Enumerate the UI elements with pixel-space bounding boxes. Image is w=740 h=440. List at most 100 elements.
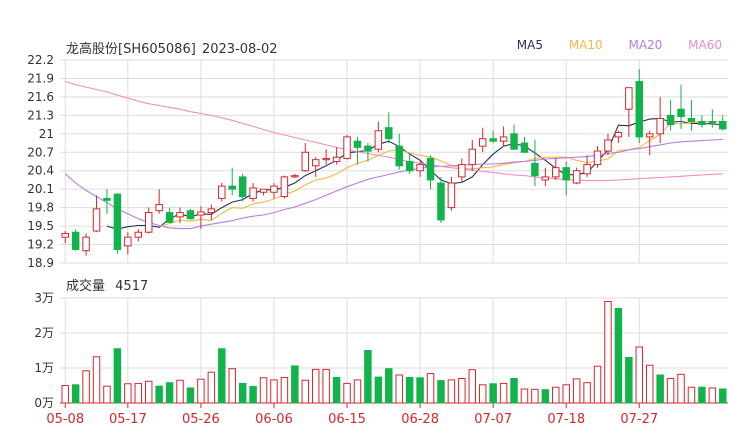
- volume-bar: [468, 369, 477, 404]
- volume-tick-label: 0万: [34, 396, 54, 410]
- candle-body: [176, 212, 184, 218]
- volume-bar: [719, 388, 727, 404]
- candle-body: [416, 164, 424, 172]
- price-tick-label: 21.6: [27, 90, 54, 104]
- volume-bar: [489, 383, 497, 404]
- volume-bar: [332, 376, 341, 404]
- candle-body: [165, 212, 174, 223]
- candle-body: [520, 142, 529, 153]
- volume-bar: [134, 382, 143, 404]
- candle-body: [155, 204, 163, 212]
- volume-bar: [552, 386, 560, 404]
- volume-bar: [385, 368, 393, 404]
- candle-body: [593, 150, 602, 166]
- x-tick-label: 06-15: [328, 412, 366, 427]
- volume-bar: [61, 385, 69, 404]
- volume-bar: [520, 388, 529, 404]
- volume-bar: [124, 383, 132, 404]
- candle-body: [343, 136, 351, 159]
- volume-bar: [197, 378, 205, 404]
- candle-body: [478, 138, 487, 147]
- candle-body: [510, 133, 518, 150]
- volume-bar: [562, 384, 570, 404]
- price-tick-label: 20.4: [27, 164, 54, 178]
- candle-body: [207, 208, 216, 214]
- price-tick-label: 19.5: [27, 219, 54, 233]
- candle-body: [426, 157, 435, 181]
- volume-bar: [583, 382, 591, 404]
- volume-bar: [144, 380, 153, 404]
- price-tick-label: 21.3: [27, 108, 54, 122]
- candle-body: [311, 159, 320, 167]
- candle-body: [280, 176, 289, 198]
- candle-body: [437, 182, 445, 221]
- volume-bar: [311, 368, 320, 404]
- candle-body: [322, 157, 330, 161]
- candle-body: [719, 121, 727, 130]
- volume-bar: [71, 384, 80, 404]
- candle-body: [708, 121, 717, 124]
- series-ma5-line: [106, 117, 723, 230]
- volume-bar: [113, 348, 122, 404]
- volume-bar: [458, 378, 466, 404]
- candle-body: [552, 167, 560, 178]
- candle-body: [197, 211, 205, 216]
- volume-bar: [593, 365, 602, 404]
- volume-bar: [708, 387, 717, 404]
- volume-bar: [437, 380, 445, 404]
- x-tick-label: 05-26: [182, 412, 220, 427]
- volume-bar: [635, 346, 644, 404]
- candle-body: [92, 208, 101, 232]
- price-tick-label: 18.9: [27, 256, 54, 270]
- candle-body: [677, 108, 685, 118]
- volume-bar: [155, 385, 163, 404]
- candle-body: [687, 117, 696, 123]
- volume-bar: [103, 385, 111, 404]
- candle-body: [635, 81, 644, 138]
- volume-bar: [353, 379, 362, 404]
- legend-ma5: MA5: [516, 38, 543, 52]
- price-tick-label: 22.2: [27, 53, 54, 67]
- candle-body: [447, 182, 456, 209]
- x-tick-label: 05-08: [46, 412, 84, 427]
- x-tick-label: 07-07: [474, 412, 512, 427]
- volume-bar: [614, 308, 623, 404]
- volume-bar: [666, 378, 675, 404]
- candle-body: [82, 236, 90, 252]
- candle-body: [531, 162, 539, 177]
- candle-body: [645, 133, 654, 138]
- legend-ma10: MA10: [568, 38, 603, 52]
- candle-body: [113, 193, 122, 250]
- candle-body: [458, 164, 466, 178]
- price-tick-label: 19.8: [27, 201, 54, 215]
- candle-body: [666, 114, 675, 126]
- x-tick-label: 06-06: [255, 412, 293, 427]
- volume-bar: [270, 379, 278, 404]
- x-tick-label: 07-27: [620, 412, 658, 427]
- legend-ma20: MA20: [628, 38, 663, 52]
- volume-bar: [625, 357, 633, 404]
- volume-bar: [186, 387, 195, 404]
- volume-bar: [291, 365, 299, 404]
- candle-body: [61, 232, 69, 238]
- volume-bar: [364, 350, 372, 404]
- volume-bar: [207, 371, 216, 404]
- series-ma20-line: [64, 138, 723, 230]
- candle-body: [395, 145, 403, 167]
- candle-body: [259, 188, 268, 193]
- volume-bar: [280, 376, 289, 404]
- x-tick-label: 06-28: [401, 412, 439, 427]
- volume-bar: [677, 373, 685, 404]
- volume-bar: [531, 388, 539, 404]
- volume-bar: [249, 386, 257, 404]
- volume-bar: [426, 373, 435, 404]
- volume-bar: [405, 376, 414, 404]
- volume-bar: [416, 377, 424, 404]
- x-tick-label: 07-18: [547, 412, 585, 427]
- chart-title: 龙高股份[SH605086] 2023-08-02: [66, 38, 280, 57]
- candle-body: [385, 127, 393, 140]
- candle-body: [134, 231, 143, 238]
- candle-body: [614, 132, 623, 138]
- volume-bar: [698, 386, 706, 404]
- legend: MA5 MA10 MA20 MA60: [495, 38, 722, 52]
